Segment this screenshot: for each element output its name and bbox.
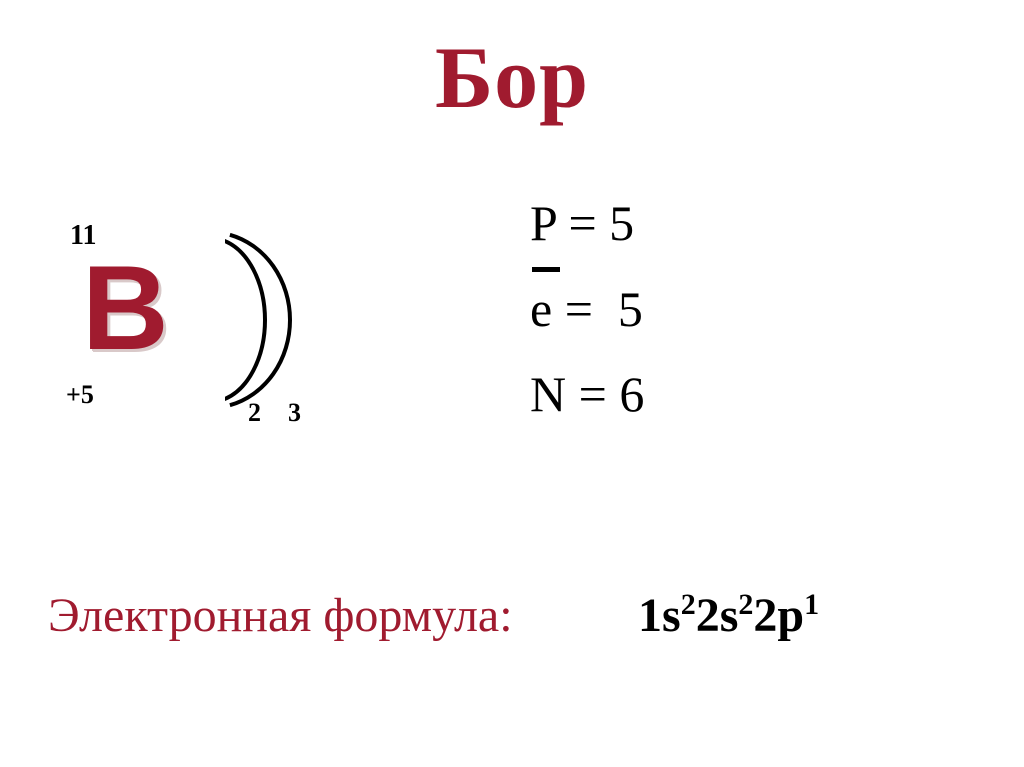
element-symbol: B: [82, 248, 169, 368]
electron-formula-label: Электронная формула:: [48, 588, 513, 643]
slide-title: Бор: [0, 28, 1024, 129]
orbital: 2p: [753, 589, 804, 642]
neutrons-value: 6: [619, 366, 644, 422]
neutrons-row: N = 6: [530, 356, 644, 434]
orbital-count: 1: [804, 588, 819, 621]
protons-value: 5: [609, 195, 634, 251]
orbital: 2s: [696, 589, 739, 642]
shell-electrons-2: 3: [288, 398, 301, 428]
protons-label: P: [530, 195, 556, 251]
electrons-label: e: [530, 271, 552, 349]
shell-arc-1: [225, 241, 265, 400]
orbital-count: 2: [681, 588, 696, 621]
shell-arc-2: [230, 235, 290, 405]
protons-row: P = 5: [530, 185, 644, 263]
electrons-value: 5: [618, 281, 643, 337]
electron-shells: [225, 230, 335, 410]
equals-sign: =: [568, 195, 596, 251]
equals-sign: =: [565, 281, 593, 337]
orbital-count: 2: [738, 588, 753, 621]
slide: Бор 11 B +5 2 3 P = 5 e = 5 N = 6 Электр…: [0, 0, 1024, 767]
shell-electrons-1: 2: [248, 398, 261, 428]
element-charge: +5: [66, 380, 94, 410]
element-block: 11 B +5: [60, 220, 200, 420]
atom-properties: P = 5 e = 5 N = 6: [530, 185, 644, 442]
electrons-row: e = 5: [530, 271, 644, 349]
electron-configuration: 1s22s22p1: [638, 588, 819, 643]
neutrons-label: N: [530, 366, 566, 422]
equals-sign: =: [579, 366, 607, 422]
orbital: 1s: [638, 589, 681, 642]
